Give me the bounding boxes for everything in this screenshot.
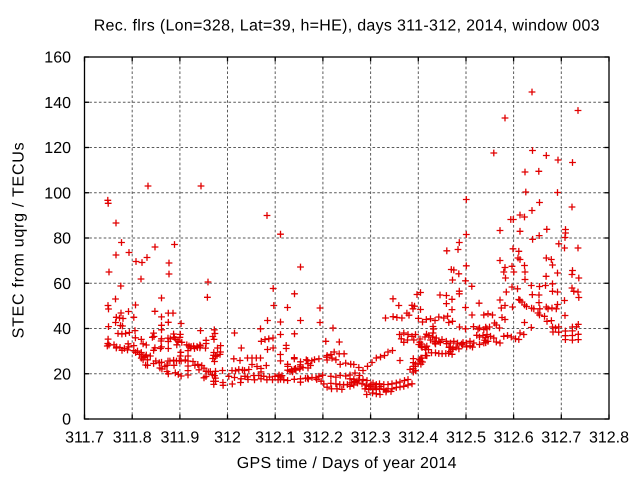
svg-text:Rec. flrs (Lon=328, Lat=39, h=: Rec. flrs (Lon=328, Lat=39, h=HE), days … [94, 18, 600, 35]
svg-text:312.3: 312.3 [351, 430, 391, 447]
svg-text:312.6: 312.6 [494, 430, 534, 447]
svg-text:312.2: 312.2 [303, 430, 343, 447]
svg-text:312.1: 312.1 [255, 430, 295, 447]
svg-text:312.7: 312.7 [541, 430, 581, 447]
svg-text:312.5: 312.5 [446, 430, 486, 447]
svg-text:140: 140 [44, 95, 71, 112]
svg-text:312.8: 312.8 [589, 430, 629, 447]
svg-text:311.9: 311.9 [160, 430, 199, 447]
svg-text:80: 80 [53, 231, 71, 248]
svg-text:GPS time / Days of year 2014: GPS time / Days of year 2014 [237, 455, 457, 472]
svg-text:STEC from uqrg / TECUs: STEC from uqrg / TECUs [11, 142, 28, 339]
svg-text:20: 20 [53, 366, 71, 383]
svg-text:120: 120 [44, 140, 71, 157]
svg-text:60: 60 [53, 276, 71, 293]
svg-text:312: 312 [214, 430, 241, 447]
svg-text:40: 40 [53, 321, 71, 338]
svg-text:0: 0 [62, 412, 71, 429]
svg-text:100: 100 [44, 185, 71, 202]
svg-text:160: 160 [44, 50, 71, 67]
svg-text:311.7: 311.7 [65, 430, 104, 447]
svg-text:312.4: 312.4 [398, 430, 438, 447]
svg-text:311.8: 311.8 [113, 430, 152, 447]
